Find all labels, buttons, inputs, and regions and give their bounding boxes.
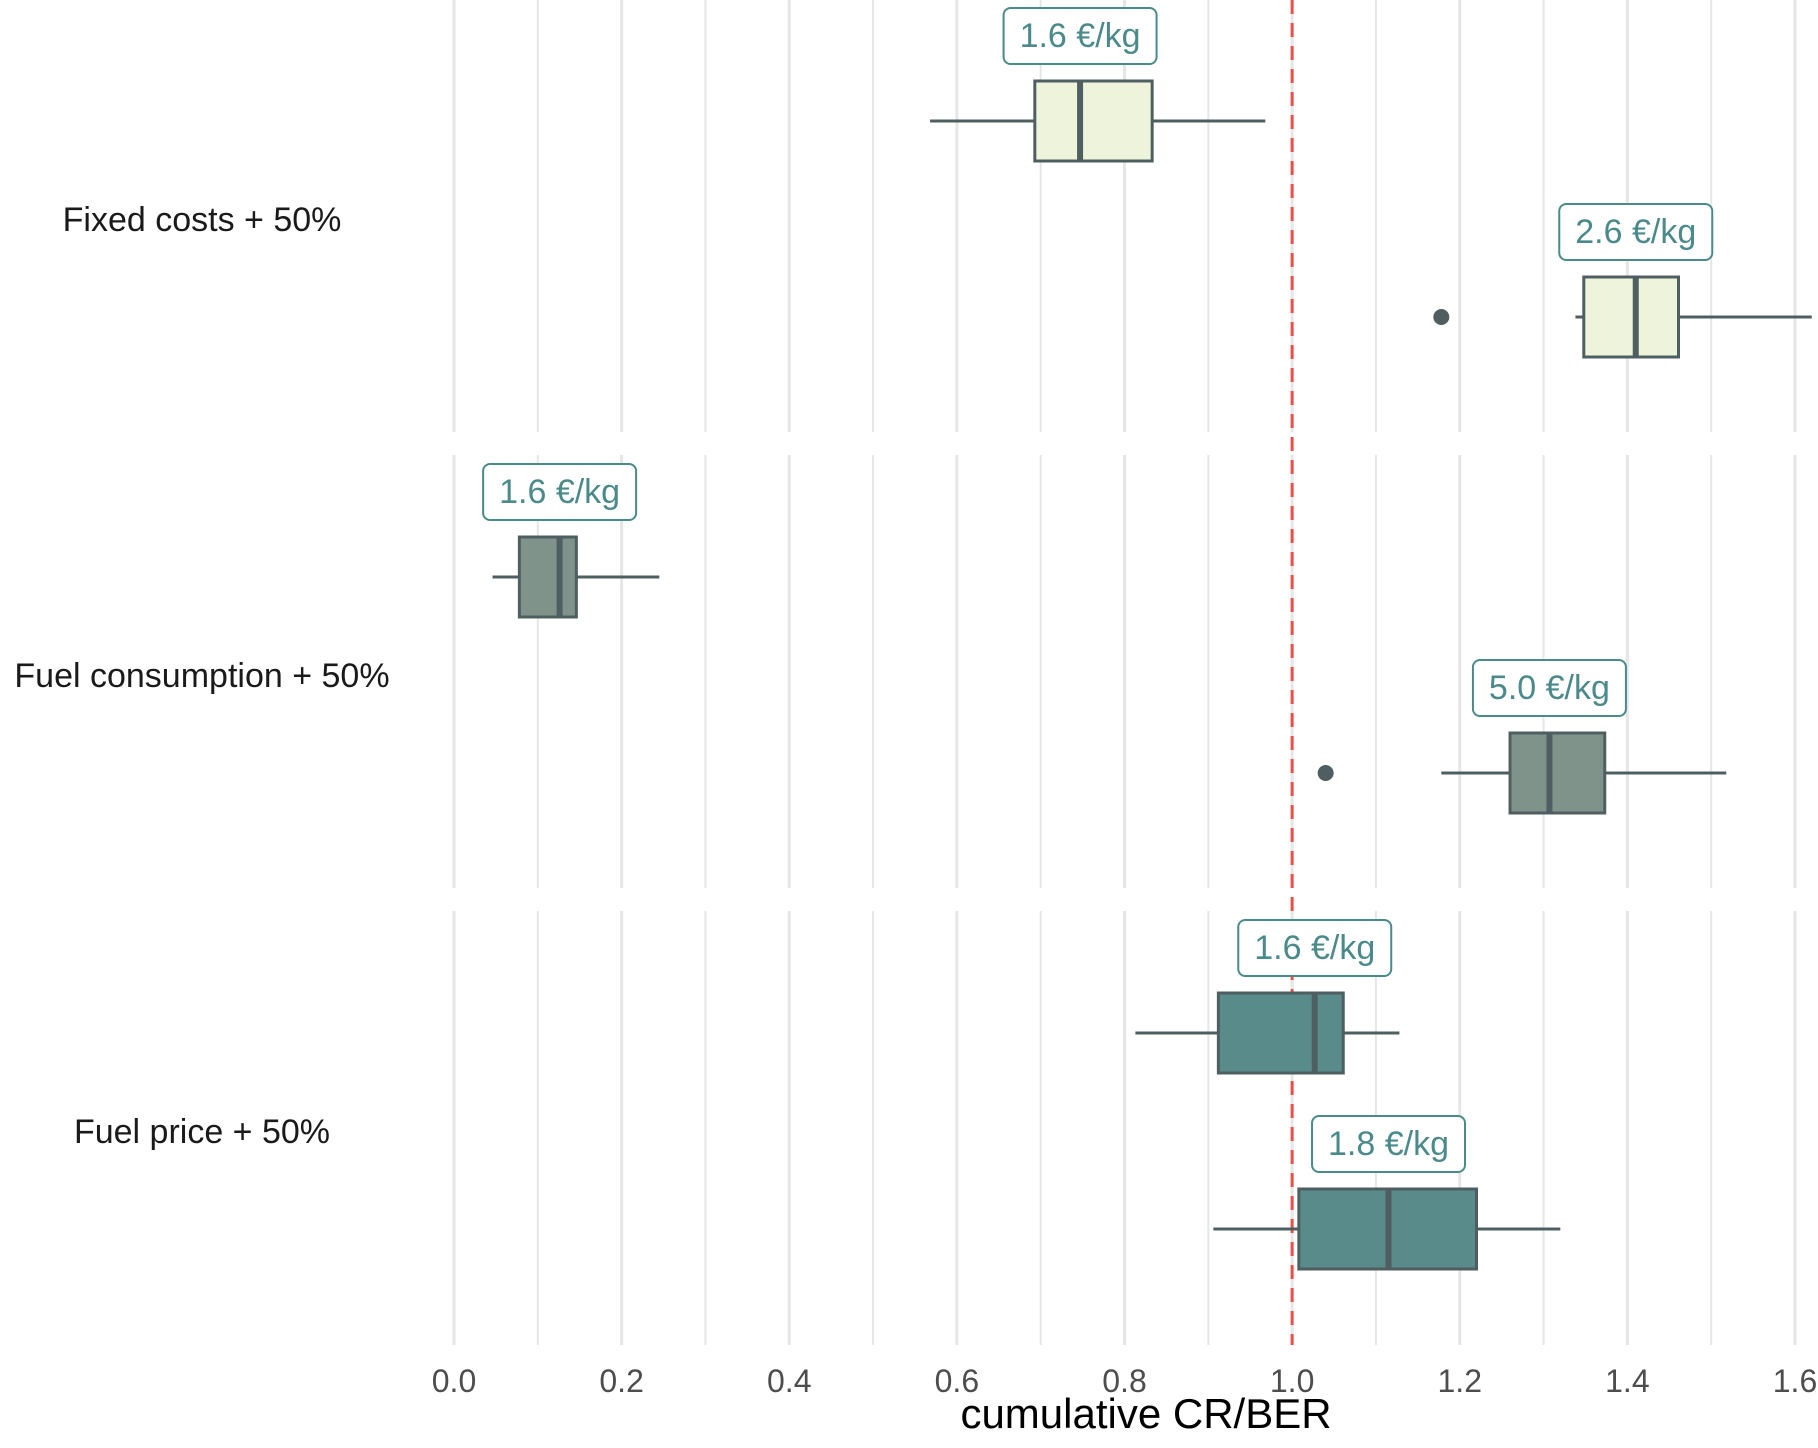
outlier-point [1433,309,1450,325]
x-tick-label: 1.0 [1270,1363,1314,1399]
x-tick-label: 1.4 [1605,1363,1649,1399]
panel-label: Fuel consumption + 50% [14,657,389,695]
x-axis-title: cumulative CR/BER [960,1390,1331,1437]
box-layer [492,79,1812,1271]
price-label: 1.6 €/kg [1254,929,1375,967]
outlier-point [1317,765,1334,781]
panel-label: Fixed costs + 50% [63,201,342,239]
price-label-box [1311,1115,1467,1173]
grid-layer [452,0,1797,1345]
box-iqr [517,535,578,619]
x-tick-label: 0.0 [432,1363,476,1399]
x-tick-label: 0.4 [767,1363,811,1399]
price-label: 1.8 €/kg [1328,1125,1449,1163]
box-iqr [1508,731,1607,815]
axis-layer: cumulative CR/BER 0.0 0.2 0.4 0.6 0.8 1.0 1.2 1… [432,1363,1817,1437]
price-label: 1.6 €/kg [1020,17,1141,55]
price-label-box [1471,659,1627,717]
price-label: 5.0 €/kg [1489,669,1610,707]
price-label: 1.6 €/kg [499,473,620,511]
x-tick-label: 0.6 [935,1363,979,1399]
panel-label: Fuel price + 50% [74,1113,330,1151]
x-tick-label: 0.2 [599,1363,643,1399]
x-tick-label: 1.2 [1438,1363,1482,1399]
box-iqr [1582,275,1681,359]
price-label: 2.6 €/kg [1575,213,1696,251]
x-tick-label: 0.8 [1102,1363,1146,1399]
price-label-box [1237,919,1393,977]
box-iqr [1216,991,1345,1075]
price-label-box [482,463,638,521]
price-label-box [1558,203,1714,261]
price-label-box [1002,7,1158,65]
label-layer: Fixed costs + 50% 1.6 €/kg 2.6 €/kg Fuel co… [14,7,1714,1173]
x-tick-label: 1.6 [1773,1363,1817,1399]
box-iqr [1033,79,1154,163]
